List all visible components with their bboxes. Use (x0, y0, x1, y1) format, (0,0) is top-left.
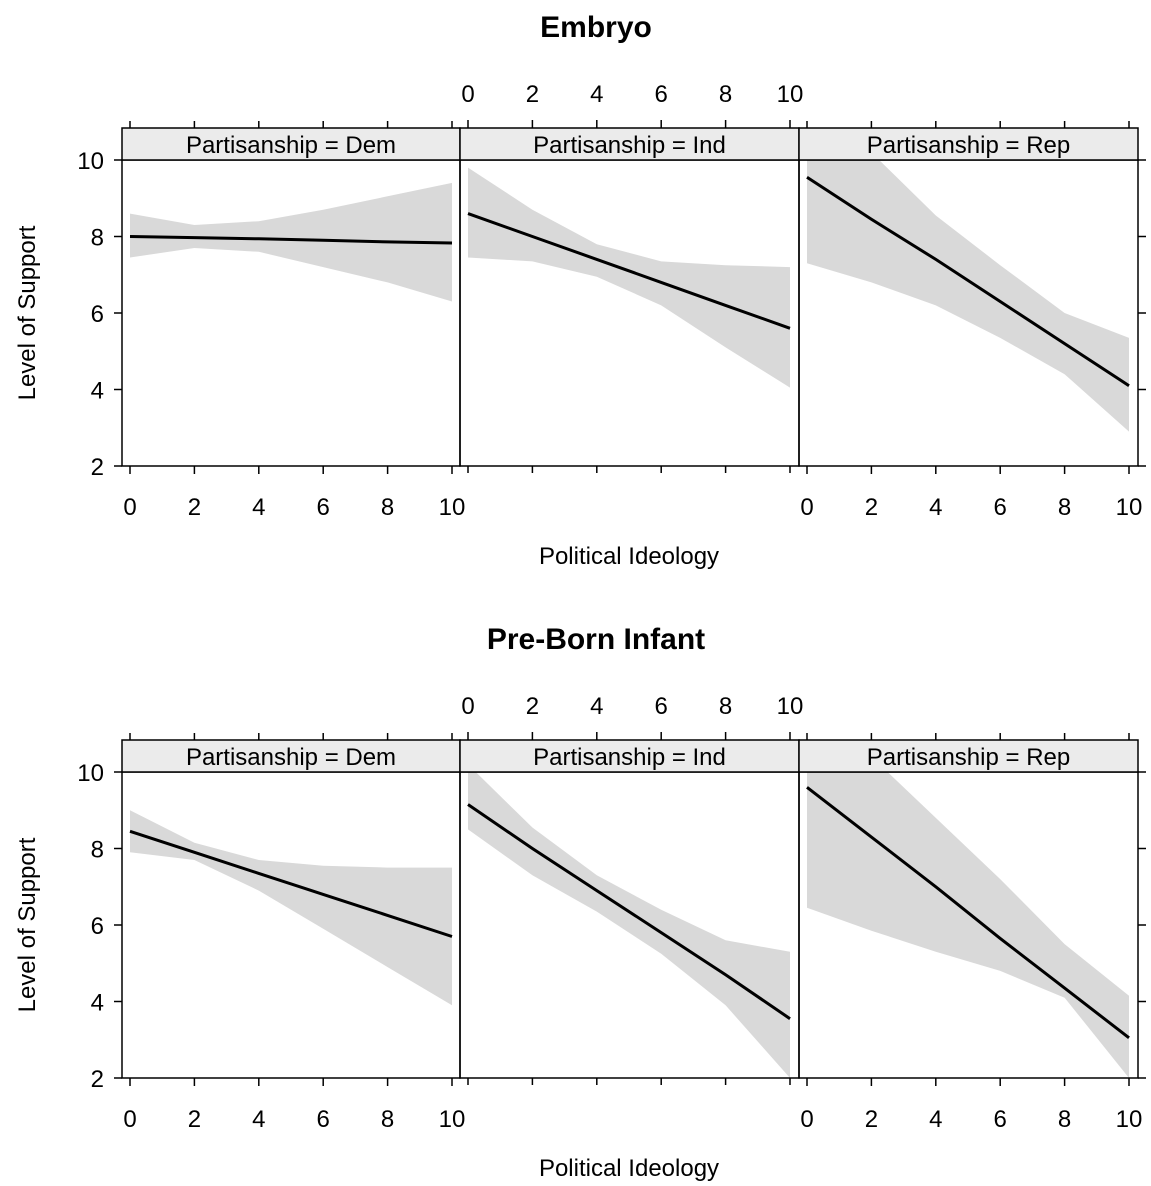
x-tick-label-top: 0 (461, 81, 474, 108)
x-tick-label: 4 (929, 1106, 942, 1133)
strip-background (121, 739, 461, 773)
strip-label: Partisanship = Ind (533, 744, 726, 771)
y-axis-label: Level of Support (14, 837, 41, 1012)
x-tick-label: 0 (800, 1106, 813, 1133)
x-tick-label-top: 6 (655, 693, 668, 720)
strip-label: Partisanship = Dem (186, 132, 396, 159)
panel-2: Partisanship = Ind 0 2 4 6 8 10 (459, 693, 804, 1085)
chart-title: Embryo (540, 11, 652, 44)
strip-background (459, 739, 800, 773)
x-tick-label-top: 8 (719, 81, 732, 108)
x-tick-label: 4 (929, 494, 942, 521)
y-tick-label: 4 (91, 990, 104, 1017)
x-tick-label: 10 (439, 494, 466, 521)
panel-1: Partisanship = Dem 0 2 4 6 8 10 (121, 733, 466, 1133)
strip-background (121, 127, 461, 161)
x-tick-label: 0 (123, 494, 136, 521)
x-axis-label: Political Ideology (539, 1155, 719, 1182)
x-tick-label: 8 (381, 494, 394, 521)
x-tick-label: 8 (381, 1106, 394, 1133)
y-tick-label: 8 (91, 837, 104, 864)
x-tick-label-top: 4 (590, 693, 603, 720)
y-tick-label: 6 (91, 301, 104, 328)
panel-3: Partisanship = Rep 0 2 4 6 8 10 (798, 733, 1143, 1133)
strip-background (459, 127, 800, 161)
x-tick-label-top: 10 (777, 81, 804, 108)
confidence-band (130, 182, 452, 302)
confidence-band (468, 167, 790, 388)
panel-2: Partisanship = Ind 0 2 4 6 8 10 (459, 81, 804, 473)
x-tick-label-top: 4 (590, 81, 603, 108)
x-tick-label: 2 (865, 494, 878, 521)
panel-3: Partisanship = Rep 0 2 4 6 8 10 (798, 121, 1143, 521)
y-tick-label: 2 (91, 1066, 104, 1093)
x-tick-label: 10 (1116, 1106, 1143, 1133)
x-tick-label-top: 8 (719, 693, 732, 720)
x-tick-label-top: 0 (461, 693, 474, 720)
x-tick-label: 4 (252, 1106, 265, 1133)
y-tick-label: 6 (91, 913, 104, 940)
strip-label: Partisanship = Ind (533, 132, 726, 159)
x-tick-label: 10 (439, 1106, 466, 1133)
strip-label: Partisanship = Dem (186, 744, 396, 771)
x-tick-label: 8 (1058, 1106, 1071, 1133)
x-tick-label-top: 2 (526, 693, 539, 720)
fit-line (806, 786, 1130, 1039)
x-tick-label: 2 (188, 1106, 201, 1133)
y-axis-label: Level of Support (14, 225, 41, 400)
confidence-band (468, 772, 790, 1078)
x-tick-label: 0 (800, 494, 813, 521)
x-tick-label-top: 10 (777, 693, 804, 720)
x-tick-label: 2 (188, 494, 201, 521)
y-tick-label: 10 (77, 148, 104, 175)
fit-line (806, 175, 1130, 387)
x-axis-label: Political Ideology (539, 543, 719, 570)
fit-line (129, 235, 453, 245)
x-tick-label: 2 (865, 1106, 878, 1133)
strip-background (798, 127, 1139, 161)
y-tick-label: 2 (91, 454, 104, 481)
strip-label: Partisanship = Rep (867, 132, 1070, 159)
x-tick-label-top: 2 (526, 81, 539, 108)
y-tick-label: 8 (91, 225, 104, 252)
x-tick-label: 6 (317, 1106, 330, 1133)
fit-line (129, 829, 453, 938)
x-tick-label: 6 (994, 494, 1007, 521)
strip-background (798, 739, 1139, 773)
fit-line (467, 803, 791, 1020)
x-tick-label: 10 (1116, 494, 1143, 521)
y-tick-label: 10 (77, 760, 104, 787)
x-tick-label: 4 (252, 494, 265, 521)
x-tick-label: 6 (317, 494, 330, 521)
fit-line (467, 212, 791, 330)
chart-title: Pre-Born Infant (487, 623, 705, 656)
x-tick-label: 8 (1058, 494, 1071, 521)
y-tick-label: 4 (91, 378, 104, 405)
panel-1: Partisanship = Dem 0 2 4 6 8 10 (121, 121, 466, 521)
x-tick-label-top: 6 (655, 81, 668, 108)
x-tick-label: 0 (123, 1106, 136, 1133)
confidence-band (130, 810, 452, 1006)
strip-label: Partisanship = Rep (867, 744, 1070, 771)
x-tick-label: 6 (994, 1106, 1007, 1133)
